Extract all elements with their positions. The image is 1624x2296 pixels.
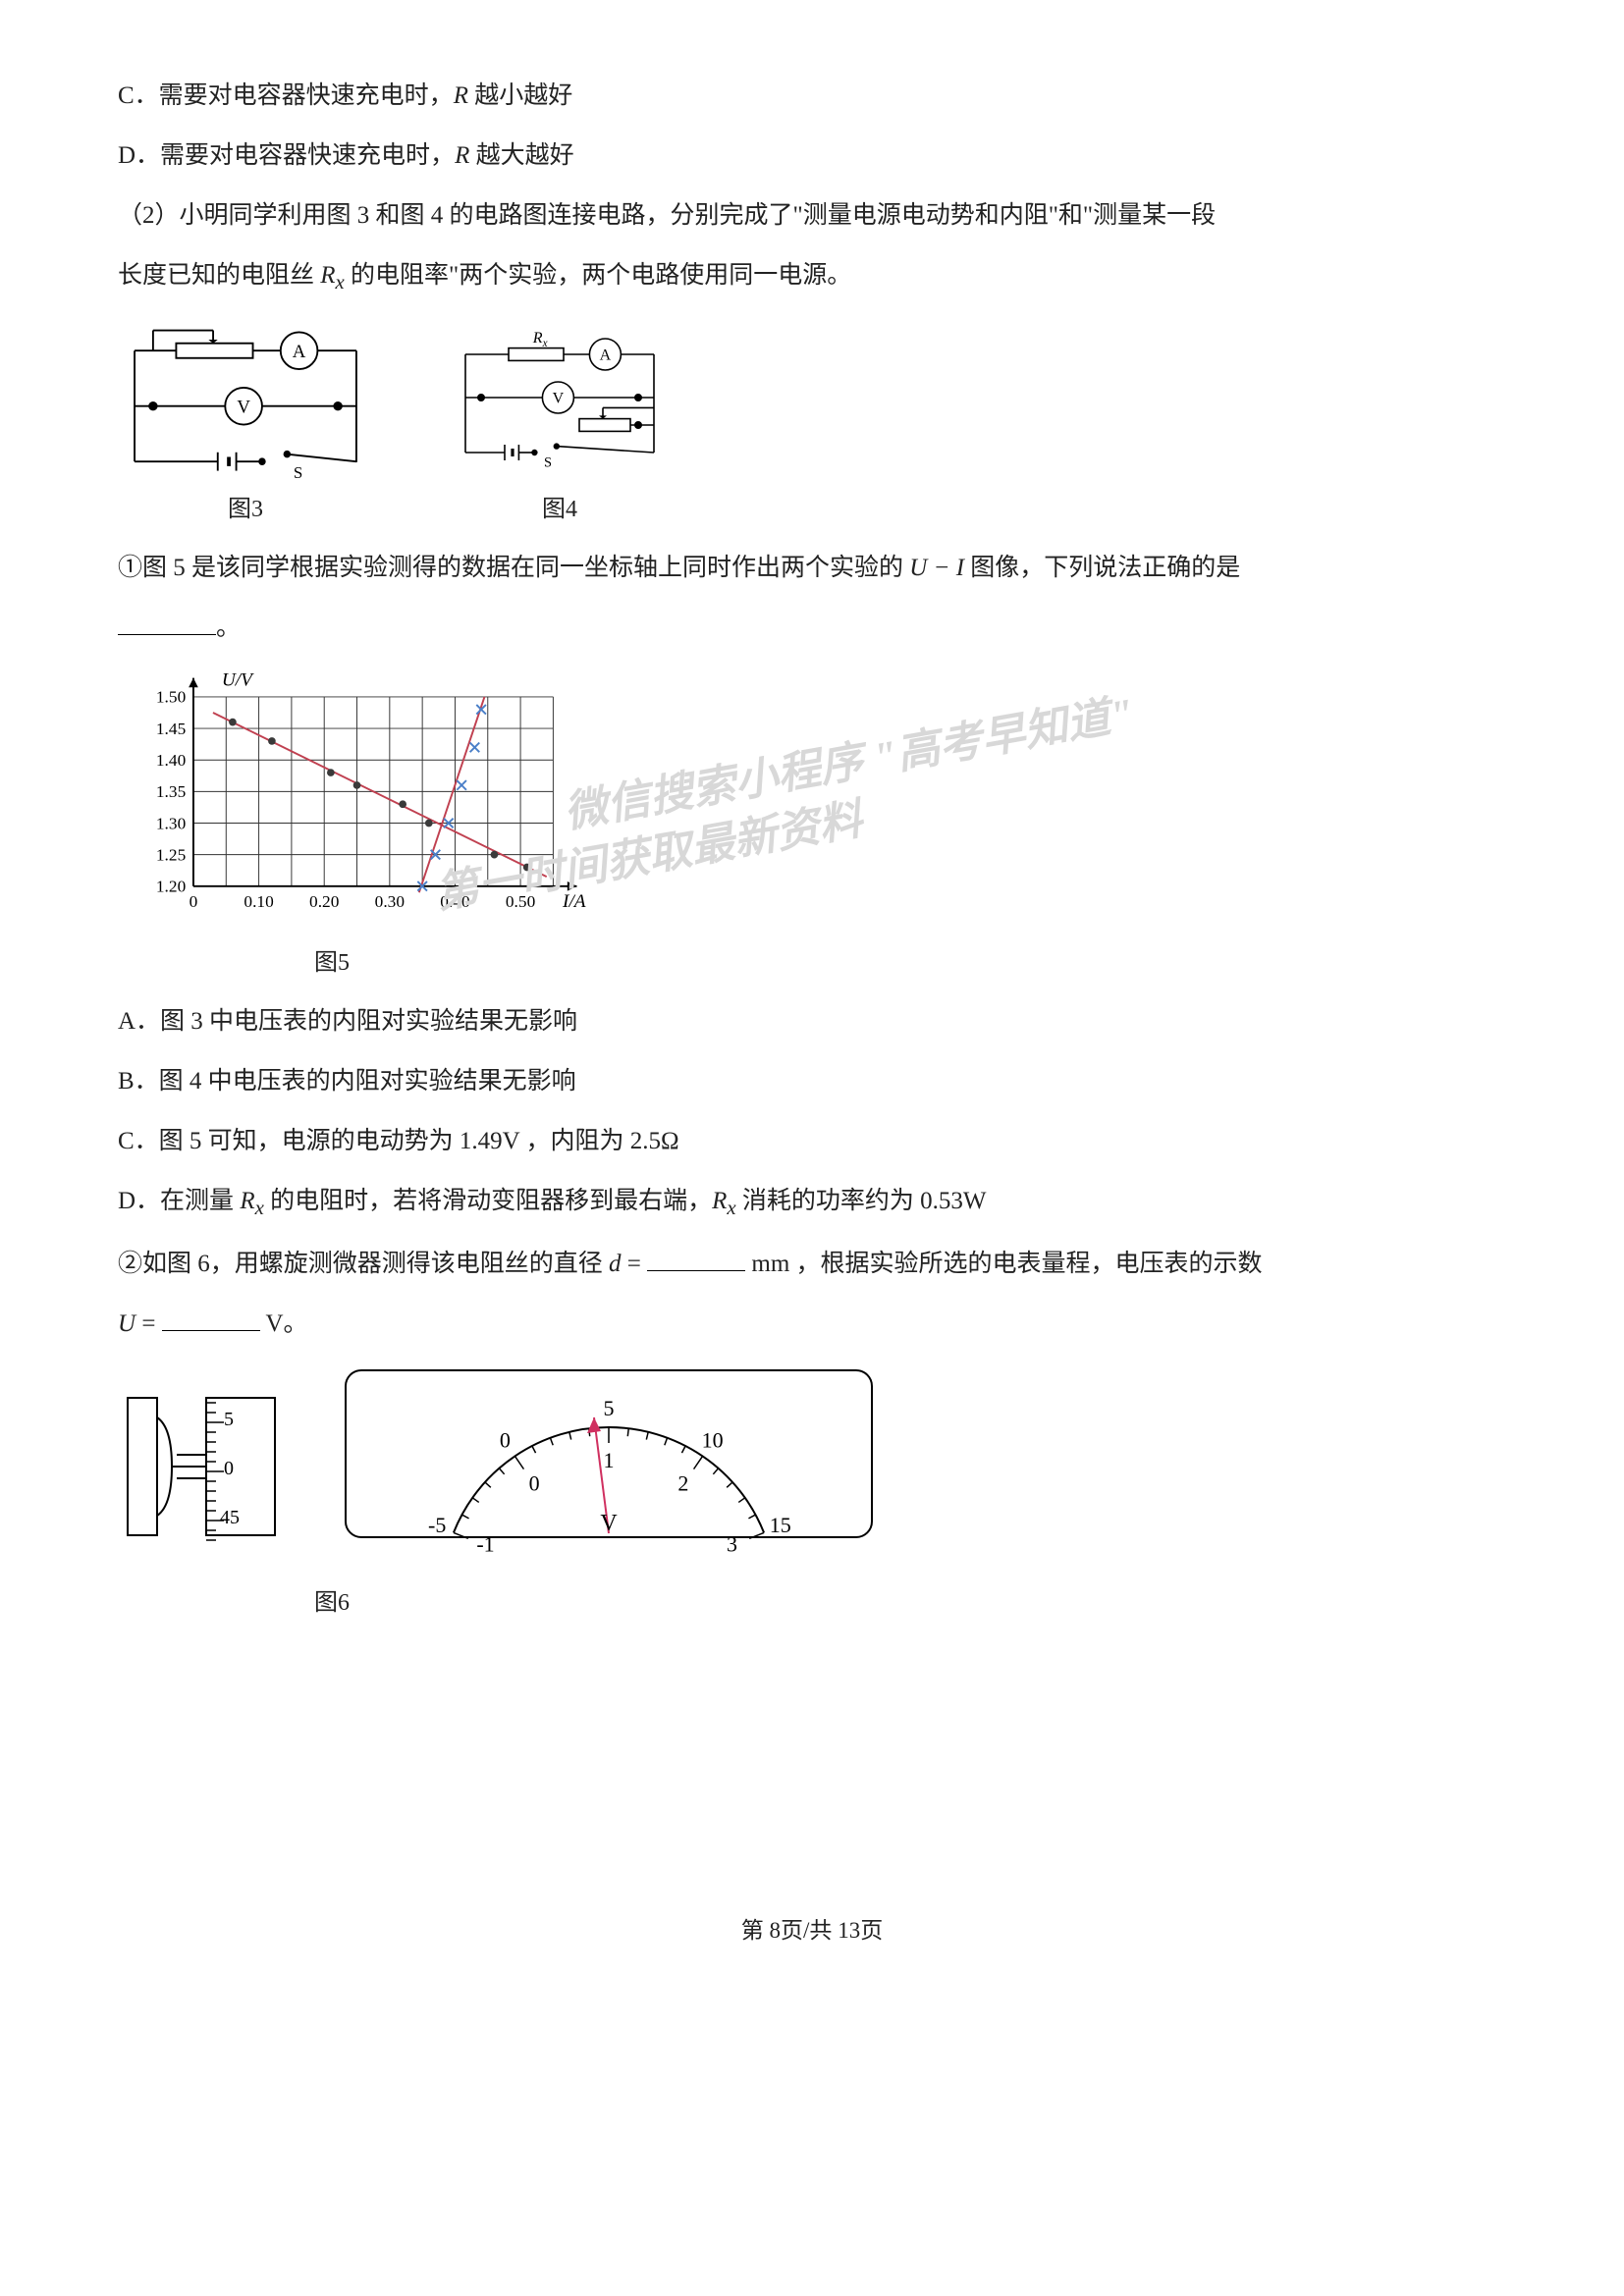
blank-input[interactable] [118,608,216,635]
svg-text:0: 0 [529,1470,540,1495]
svg-text:1.40: 1.40 [156,751,187,770]
var: R [455,142,469,169]
var: Rx [320,262,345,289]
svg-text:2: 2 [677,1470,688,1495]
blank-input[interactable] [647,1244,745,1271]
q1-line1: ①图 5 是该同学根据实验测得的数据在同一坐标轴上同时作出两个实验的 U − I… [118,541,1506,595]
figure-5: 1.20 1.25 1.30 1.35 1.40 1.45 1.50 0 0.10 0.20 0.3… [118,668,1506,977]
var: U − I [909,555,964,581]
text: 的电阻时，若将滑动变阻器移到最右端， [264,1188,712,1214]
var: R [454,82,468,109]
micro-0: 0 [224,1458,234,1479]
text: 的电阻率"两个实验，两个电路使用同一电源。 [345,262,851,289]
circuit-4-svg: A V Rx S [432,323,687,480]
ui-graph-svg: 1.20 1.25 1.30 1.35 1.40 1.45 1.50 0 0.10 0.20 0.3… [118,668,638,934]
figure-6-row: 5 0 45 -5-10051102153 V [118,1368,1506,1565]
svg-text:1.30: 1.30 [156,814,187,832]
svg-text:1.45: 1.45 [156,720,186,738]
svg-text:1.35: 1.35 [156,782,186,801]
svg-text:1.20: 1.20 [156,877,187,895]
svg-text:0.50: 0.50 [506,892,536,911]
paragraph-2-line2: 长度已知的电阻丝 Rx 的电阻率"两个实验，两个电路使用同一电源。 [118,248,1506,305]
text: D．在测量 [118,1188,240,1214]
switch-label: S [294,463,302,480]
text: V。 [260,1310,308,1337]
option-d: D．需要对电容器快速充电时，R 越大越好 [118,129,1506,183]
page-total: 13 [838,1918,860,1943]
svg-text:A: A [600,347,612,363]
text: 图像，下列说法正确的是 [964,555,1240,581]
svg-text:0.20: 0.20 [309,892,340,911]
svg-text:-1: -1 [476,1531,494,1556]
figure-3: A V S 图3 [118,323,373,523]
var: d [609,1251,622,1277]
text: 长度已知的电阻丝 [118,262,320,289]
svg-text:1: 1 [604,1448,615,1472]
fig6-caption: 图6 [314,1582,1506,1617]
svg-text:1.50: 1.50 [156,688,187,707]
circuit-3-svg: A V S [118,323,373,480]
svg-text:-5: -5 [428,1512,446,1536]
text: D．需要对电容器快速充电时， [118,142,455,169]
text: mm ，根据实验所选的电表量程，电压表的示数 [745,1251,1262,1277]
figure-4: A V Rx S 图4 [432,323,687,523]
svg-text:S: S [544,454,552,470]
blank-input[interactable] [162,1304,260,1331]
option-a2: A．图 3 中电压表的内阻对实验结果无影响 [118,994,1506,1048]
svg-text:Rx: Rx [532,330,548,349]
svg-text:I/A: I/A [562,891,586,912]
svg-text:15: 15 [770,1512,791,1536]
svg-text:0.30: 0.30 [375,892,406,911]
var: Rx [240,1188,264,1214]
svg-text:A: A [293,342,306,362]
watermark-1: 微信搜索小程序 "高考早知道" [559,677,1138,839]
paragraph-2-line1: （2）小明同学利用图 3 和图 4 的电路图连接电路，分别完成了"测量电源电动势… [118,188,1506,242]
svg-text:5: 5 [604,1396,615,1420]
text: ①图 5 是该同学根据实验测得的数据在同一坐标轴上同时作出两个实验的 [118,555,909,581]
svg-text:V: V [553,390,565,406]
text: 页/共 [781,1918,838,1943]
page-footer: 第 8页/共 13页 [118,1911,1506,1945]
fig4-caption: 图4 [432,489,687,523]
text: = [622,1251,648,1277]
text: ②如图 6，用螺旋测微器测得该电阻丝的直径 [118,1251,609,1277]
text: = [135,1310,162,1337]
figures-3-4: A V S 图3 [118,323,1506,523]
option-c: C．需要对电容器快速充电时，R 越小越好 [118,69,1506,123]
text: 页 [860,1918,883,1943]
text: 。 [216,614,241,641]
svg-text:10: 10 [702,1427,724,1452]
micro-45: 45 [220,1507,240,1528]
option-b2: B．图 4 中电压表的内阻对实验结果无影响 [118,1054,1506,1108]
q1-blank: 。 [118,601,1506,655]
svg-text:1.25: 1.25 [156,845,186,864]
svg-text:3: 3 [727,1531,737,1556]
fig5-caption: 图5 [314,942,1506,977]
var: U [118,1310,135,1337]
q2-line2: U = V。 [118,1297,1506,1351]
q2-line1: ②如图 6，用螺旋测微器测得该电阻丝的直径 d = mm ，根据实验所选的电表量… [118,1237,1506,1291]
svg-text:0.10: 0.10 [244,892,274,911]
text: 越小越好 [468,82,572,109]
svg-text:0: 0 [189,892,198,911]
page-num: 8 [770,1918,782,1943]
micrometer-svg: 5 0 45 [118,1368,304,1565]
svg-text:0.40: 0.40 [440,892,470,911]
text: 第 [741,1918,770,1943]
micro-5: 5 [224,1409,234,1430]
text: 消耗的功率约为 0.53W [736,1188,987,1214]
svg-text:V: V [237,397,250,417]
fig3-caption: 图3 [118,489,373,523]
var: Rx [712,1188,736,1214]
option-d2: D．在测量 Rx 的电阻时，若将滑动变阻器移到最右端，Rx 消耗的功率约为 0.… [118,1174,1506,1231]
svg-text:0: 0 [500,1427,511,1452]
volt-unit: V [600,1511,618,1536]
voltmeter-svg: -5 -1 00 5 1 10 2 15 3 V [344,1368,874,1565]
svg-text:U/V: U/V [222,669,254,690]
text: 越大越好 [469,142,573,169]
text: C．需要对电容器快速充电时， [118,82,454,109]
option-c2: C．图 5 可知，电源的电动势为 1.49V ，内阻为 2.5Ω [118,1114,1506,1168]
